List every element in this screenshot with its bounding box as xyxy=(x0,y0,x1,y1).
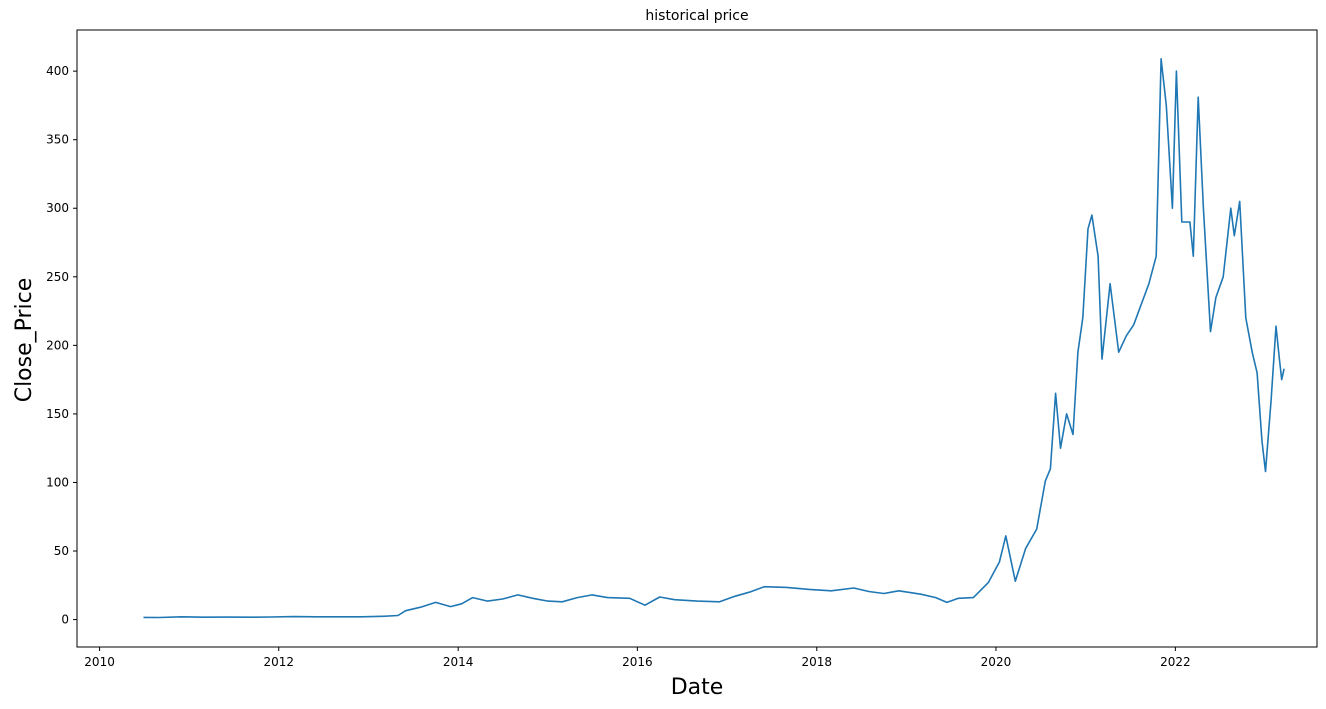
y-tick-label: 100 xyxy=(46,475,69,489)
x-tick-label: 2018 xyxy=(802,655,833,669)
chart-title: historical price xyxy=(645,8,748,24)
y-tick-label: 250 xyxy=(46,270,69,284)
y-tick-label: 400 xyxy=(46,64,69,78)
y-tick-label: 200 xyxy=(46,338,69,352)
x-tick-label: 2010 xyxy=(84,655,115,669)
close-price-line xyxy=(143,58,1285,619)
plot-area: 2010 2012 2014 2016 2018 2020 2022 0 50 100 150 20… xyxy=(46,29,1318,669)
x-tick-label: 2022 xyxy=(1160,655,1191,669)
x-axis: 2010 2012 2014 2016 2018 2020 2022 xyxy=(84,647,1191,669)
x-tick-label: 2020 xyxy=(981,655,1012,669)
y-tick-label: 350 xyxy=(46,133,69,147)
x-axis-label: Date xyxy=(671,675,724,700)
y-axis-label: Close_Price xyxy=(12,278,37,403)
x-tick-label: 2012 xyxy=(263,655,294,669)
y-tick-label: 50 xyxy=(54,544,69,558)
axes-frame xyxy=(76,29,1318,648)
x-tick-label: 2014 xyxy=(443,655,474,669)
y-tick-label: 300 xyxy=(46,201,69,215)
y-tick-label: 0 xyxy=(61,613,69,627)
x-tick-label: 2016 xyxy=(622,655,653,669)
y-tick-label: 150 xyxy=(46,407,69,421)
y-axis: 0 50 100 150 200 250 300 350 400 xyxy=(46,64,77,627)
